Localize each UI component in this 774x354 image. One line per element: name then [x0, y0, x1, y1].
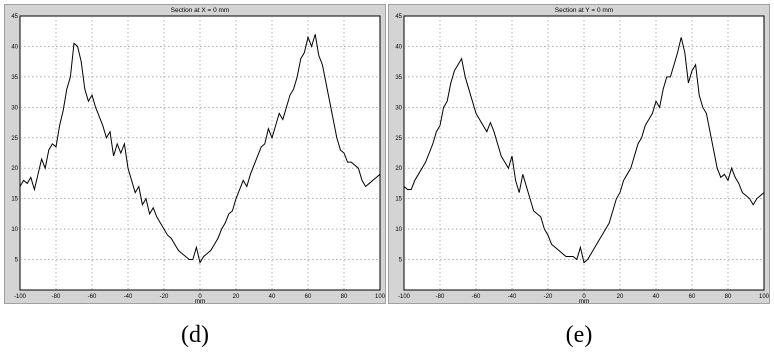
y-tick-label: 20 — [395, 166, 402, 172]
y-tick-label: 30 — [395, 105, 402, 111]
x-tick-label: -100 — [14, 294, 27, 300]
chart-title: Section at X = 0 mm — [171, 7, 230, 14]
caption-d: (d) — [181, 322, 209, 348]
chart-panel-e: -100 -80 -60 -40 -20 0 20 40 60 80 100 5 10 15 20 25 30 3… — [388, 4, 770, 304]
chart-title: Section at Y = 0 mm — [555, 7, 613, 14]
y-tick-label: 20 — [11, 166, 18, 172]
x-tick-label: 60 — [689, 294, 696, 300]
x-tick-label: 0 — [198, 294, 202, 300]
y-tick-label: 30 — [11, 105, 18, 111]
y-tick-label: 25 — [11, 136, 18, 142]
y-tick-label: 25 — [395, 136, 402, 142]
y-tick-label: 15 — [11, 197, 18, 203]
chart-panel-d: -100 -80 -60 -40 -20 0 20 40 60 80 100 5 10 15 20 25 30 3… — [4, 4, 386, 304]
x-tick-label: 0 — [582, 294, 586, 300]
y-tick-label: 35 — [11, 75, 18, 81]
y-tick-label: 5 — [15, 258, 19, 264]
x-tick-label: -40 — [508, 294, 517, 300]
y-tick-label: 15 — [395, 197, 402, 203]
x-tick-label: -20 — [544, 294, 553, 300]
x-tick-label: -60 — [88, 294, 97, 300]
x-tick-label: -80 — [436, 294, 445, 300]
grid — [20, 16, 380, 290]
grid — [404, 16, 764, 290]
y-tick-label: 5 — [399, 258, 403, 264]
x-tick-label: 40 — [269, 294, 276, 300]
x-tick-label: 40 — [653, 294, 660, 300]
x-tick-label: -100 — [398, 294, 411, 300]
x-tick-label: -80 — [52, 294, 61, 300]
y-tick-label: 40 — [11, 44, 18, 50]
chart-d-svg: -100 -80 -60 -40 -20 0 20 40 60 80 100 5 10 15 20 25 30 3… — [4, 4, 386, 304]
y-tick-label: 40 — [395, 44, 402, 50]
y-tick-label: 45 — [395, 14, 402, 20]
series-line — [19, 34, 381, 264]
y-tick-label: 10 — [11, 227, 18, 233]
chart-e-svg: -100 -80 -60 -40 -20 0 20 40 60 80 100 5 10 15 20 25 30 3… — [388, 4, 770, 304]
y-tick-label: 35 — [395, 75, 402, 81]
x-tick-label: -20 — [160, 294, 169, 300]
x-tick-label: 20 — [617, 294, 624, 300]
caption-e: (e) — [565, 322, 593, 348]
x-tick-label: -60 — [472, 294, 481, 300]
series-line — [403, 37, 765, 264]
x-tick-label: 20 — [233, 294, 240, 300]
y-tick-label: 45 — [11, 14, 18, 20]
x-tick-label: 100 — [375, 294, 386, 300]
x-axis-label: mm — [579, 298, 590, 304]
x-axis-label: mm — [195, 298, 206, 304]
x-tick-label: 80 — [341, 294, 348, 300]
x-tick-label: 100 — [759, 294, 770, 300]
x-tick-label: 80 — [725, 294, 732, 300]
y-tick-label: 10 — [395, 227, 402, 233]
x-tick-label: -40 — [124, 294, 133, 300]
x-tick-label: 60 — [305, 294, 312, 300]
